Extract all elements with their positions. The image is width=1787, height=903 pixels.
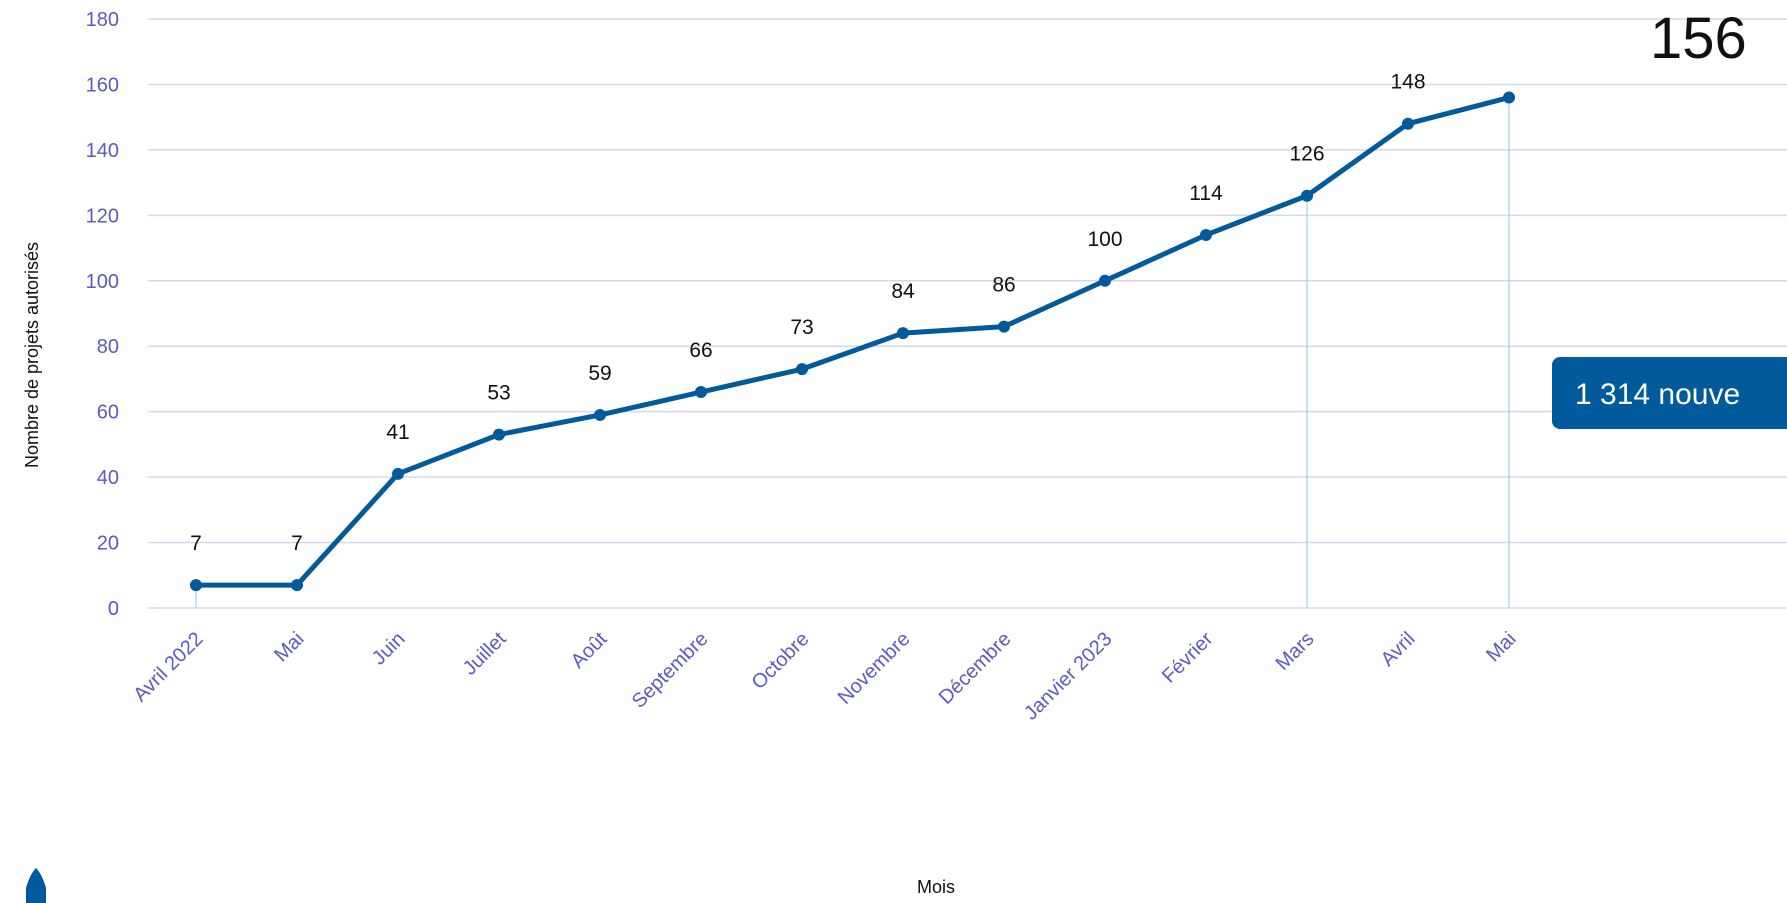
data-point	[1402, 117, 1414, 130]
data-label: 53	[487, 382, 510, 405]
y-tick-label: 80	[97, 336, 119, 358]
data-label: 148	[1390, 71, 1425, 94]
data-point	[1503, 91, 1515, 104]
data-point	[695, 386, 707, 399]
data-label: 100	[1087, 228, 1122, 251]
data-point	[493, 428, 505, 441]
y-tick-label: 140	[86, 140, 119, 162]
x-tick-label: Février	[1158, 628, 1218, 688]
y-tick-label: 120	[86, 205, 119, 227]
data-label: 84	[891, 280, 915, 303]
data-label: 66	[689, 339, 712, 362]
data-label: 73	[790, 316, 813, 339]
series-line	[196, 95, 1510, 588]
y-tick-label: 180	[86, 9, 119, 31]
grid-lines	[148, 18, 1787, 609]
data-label: 86	[992, 274, 1015, 297]
data-label: 7	[190, 532, 202, 555]
y-tick-label: 20	[97, 533, 119, 555]
x-tick-label: Juillet	[459, 628, 511, 680]
x-tick-label: Septembre	[628, 628, 713, 713]
y-tick-label: 100	[86, 271, 119, 293]
data-point	[190, 579, 202, 592]
x-tick-label: Avril	[1377, 628, 1420, 671]
x-tick-label: Juin	[368, 628, 410, 670]
data-label: 114	[1189, 182, 1223, 205]
data-point	[998, 320, 1010, 333]
y-tick-label: 40	[97, 467, 119, 489]
y-tick-label: 160	[86, 74, 119, 96]
data-label: 126	[1289, 143, 1324, 166]
data-points	[190, 91, 1515, 592]
data-point	[392, 467, 404, 480]
y-axis-ticks: 0 20 40 60 80 100 120 140 160 180	[86, 9, 119, 620]
data-point	[1099, 274, 1111, 287]
x-tick-label: Novembre	[834, 628, 915, 709]
data-point	[594, 408, 606, 421]
y-tick-label: 0	[108, 598, 119, 620]
x-tick-label: Octobre	[748, 628, 814, 694]
highlight-value: 156	[1650, 6, 1747, 71]
data-label: 7	[291, 532, 303, 555]
callout-text: 1 314 nouve	[1575, 378, 1740, 411]
data-point	[897, 327, 909, 340]
x-tick-label: Août	[567, 628, 612, 673]
x-tick-label: Mai	[1482, 628, 1520, 666]
y-tick-label: 60	[97, 402, 119, 424]
data-point	[291, 579, 303, 592]
x-tick-label: Mai	[270, 628, 308, 666]
x-tick-label: Avril 2022	[129, 628, 207, 706]
x-tick-label: Décembre	[935, 628, 1016, 709]
data-label: 41	[386, 421, 409, 444]
data-point	[796, 363, 808, 376]
x-tick-label: Janvier 2023	[1020, 628, 1117, 725]
data-point	[1200, 228, 1212, 241]
x-axis-title: Mois	[917, 877, 955, 897]
y-axis-title: Nombre de projets autorisés	[22, 242, 42, 468]
data-labels: 7 7 41 53 59 66 73 84 86 100 114 126 148	[190, 71, 1425, 555]
callout-box: 1 314 nouve	[1552, 357, 1787, 429]
x-tick-label: Mars	[1272, 628, 1319, 675]
logo	[26, 868, 46, 903]
data-point	[1301, 189, 1313, 202]
x-axis-ticks: Avril 2022 Mai Juin Juillet Août Septembre Oct…	[129, 628, 1520, 725]
data-label: 59	[588, 362, 611, 385]
